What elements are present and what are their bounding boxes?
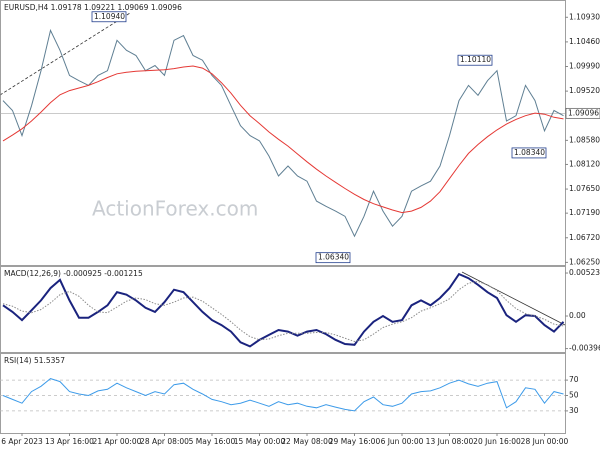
macd-trend-line — [461, 271, 566, 326]
series-line — [2, 28, 564, 238]
y-tick-label: 1.10930 — [569, 12, 600, 21]
x-tick-label: 29 May 16:00 — [329, 437, 381, 446]
y-tick-label: 0.00 — [569, 311, 586, 320]
y-tick-label: 50 — [569, 391, 579, 400]
x-tick-label: 28 Jun 00:00 — [521, 437, 569, 446]
price-label-box — [91, 11, 127, 23]
pane-title: MACD(12,26,9) -0.000925 -0.001215 — [4, 269, 143, 278]
pane-title: EURUSD,H4 1.09178 1.09221 1.09069 1.0909… — [4, 3, 182, 12]
x-tick-label: 21 Apr 00:00 — [93, 437, 142, 446]
price-label: 1.06340 — [318, 253, 349, 262]
x-tick-label: 6 Jun 00:00 — [381, 437, 424, 446]
y-tick-label: 1.09520 — [569, 86, 600, 95]
series-line — [2, 378, 564, 412]
x-tick-label: 13 Jun 08:00 — [426, 437, 474, 446]
x-tick-label: 5 May 16:00 — [189, 437, 236, 446]
x-tick-label: 20 Jun 16:00 — [473, 437, 521, 446]
y-tick-label: 1.08580 — [569, 135, 600, 144]
y-tick-label: 1.10460 — [569, 37, 600, 46]
price-label: 1.10110 — [460, 55, 491, 64]
pane-border — [0, 0, 566, 266]
watermark: ActionForex.com — [92, 197, 258, 221]
x-tick-label: 13 Apr 16:00 — [45, 437, 94, 446]
y-tick-label: 30 — [569, 406, 579, 415]
pane-border — [0, 353, 566, 434]
price-label: 1.10940 — [94, 12, 125, 21]
y-tick-label: 1.07190 — [569, 208, 600, 217]
pane-title: RSI(14) 51.5357 — [4, 356, 65, 365]
x-tick-label: 22 May 08:00 — [281, 437, 333, 446]
y-tick-label: -0.003966 — [569, 344, 600, 353]
y-tick-label: 0.005234 — [569, 268, 600, 277]
y-tick-label: 1.06720 — [569, 233, 600, 242]
series-line — [2, 280, 564, 343]
last-price-label: 1.09096 — [568, 108, 599, 117]
y-tick-label: 70 — [569, 375, 579, 384]
y-tick-label: 1.08120 — [569, 159, 600, 168]
series-line — [2, 65, 564, 214]
price-label-box — [457, 54, 493, 66]
price-label-box — [511, 147, 547, 159]
price-label: 1.08340 — [514, 148, 545, 157]
x-tick-label: 28 Apr 08:00 — [140, 437, 189, 446]
last-price-box — [565, 107, 600, 119]
y-tick-label: 1.06250 — [569, 257, 600, 266]
x-tick-label: 15 May 00:00 — [234, 437, 286, 446]
pane-border — [0, 266, 566, 353]
y-tick-label: 1.09990 — [569, 62, 600, 71]
trend-line — [0, 12, 131, 96]
x-tick-label: 6 Apr 2023 — [1, 437, 43, 446]
series-line — [2, 272, 565, 348]
y-tick-label: 1.07650 — [569, 184, 600, 193]
price-label-box — [315, 252, 351, 264]
